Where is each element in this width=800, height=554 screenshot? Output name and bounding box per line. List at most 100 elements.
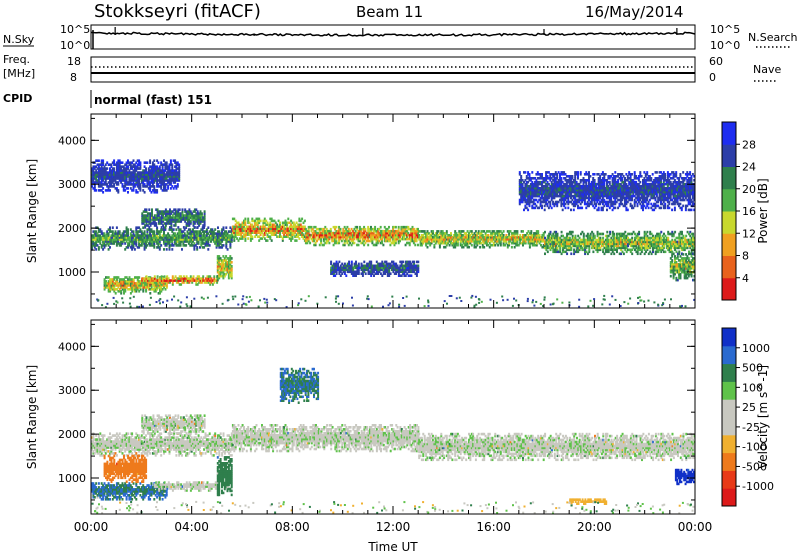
echo-cell <box>169 236 172 239</box>
echo-cell <box>104 173 107 176</box>
echo-cell <box>217 238 219 241</box>
echo-cell <box>141 279 144 282</box>
echo-cell <box>163 179 165 182</box>
echo-cell <box>522 230 524 233</box>
echo-cell <box>176 240 179 243</box>
echo-cell <box>679 242 682 246</box>
echo-cell <box>103 244 106 247</box>
echo-cell <box>97 175 100 178</box>
echo-cell <box>176 244 179 247</box>
echo-cell <box>154 173 157 176</box>
echo-cell <box>346 264 349 268</box>
echo-cell <box>461 236 464 239</box>
echo-cell <box>444 232 447 235</box>
echo-cell <box>389 243 392 247</box>
echo-cell <box>304 237 307 241</box>
echo-cell <box>681 242 683 246</box>
echo-cell <box>638 238 641 242</box>
echo-cell <box>492 236 495 239</box>
echo-cell <box>618 240 621 244</box>
echo-cell <box>237 231 240 234</box>
echo-cell <box>575 248 578 252</box>
echo-cell <box>392 233 395 237</box>
echo-cell <box>262 223 265 227</box>
echo-cell <box>153 286 156 289</box>
echo-cell <box>187 279 189 282</box>
echo-cell <box>240 233 243 236</box>
echo-cell <box>173 220 176 223</box>
echo-cell <box>502 241 505 245</box>
echo-cell <box>147 238 150 241</box>
echo-cell <box>165 175 168 178</box>
echo-cell <box>153 220 156 223</box>
echo-cell <box>611 242 614 246</box>
echo-cell <box>118 234 121 237</box>
echo-cell <box>408 241 411 245</box>
echo-cell <box>178 240 181 243</box>
echo-cell <box>192 279 195 282</box>
echo-cell <box>307 227 310 231</box>
echo-cell <box>585 238 588 242</box>
echo-cell <box>161 177 164 180</box>
echo-cell <box>156 185 159 188</box>
echo-cell <box>689 240 692 244</box>
echo-cell <box>276 223 279 227</box>
echo-cell <box>381 231 383 235</box>
echo-cell <box>276 227 279 231</box>
echo-cell <box>317 231 320 235</box>
echo-cell <box>100 171 103 174</box>
echo-cell <box>365 235 368 239</box>
echo-cell <box>256 235 259 238</box>
echo-cell <box>169 177 172 180</box>
echo-cell <box>560 238 563 242</box>
echo-cell <box>142 226 145 229</box>
echo-cell <box>91 242 93 245</box>
echo-cell <box>154 286 157 289</box>
echo-cell <box>118 236 121 239</box>
echo-cell <box>327 229 330 233</box>
echo-cell <box>124 173 127 176</box>
echo-cell <box>177 277 180 280</box>
echo-cell <box>611 230 614 234</box>
echo-cell <box>444 240 447 243</box>
echo-cell <box>153 236 156 239</box>
echo-cell <box>502 236 505 239</box>
echo-cell <box>233 233 236 236</box>
echo-cell <box>247 237 250 240</box>
echo-cell <box>390 231 393 235</box>
echo-cell <box>103 234 106 237</box>
echo-cell <box>230 274 233 278</box>
echo-cell <box>168 167 171 170</box>
echo-cell <box>168 173 171 176</box>
echo-cell <box>622 246 625 250</box>
echo-cell <box>117 286 120 289</box>
echo-cell <box>197 230 200 233</box>
echo-cell <box>476 243 479 247</box>
echo-cell <box>150 185 153 188</box>
echo-cell <box>339 237 342 241</box>
echo-cell <box>198 224 201 227</box>
echo-cell <box>330 260 333 264</box>
echo-cell <box>396 268 399 272</box>
echo-cell <box>146 220 149 223</box>
echo-cell <box>291 231 294 234</box>
echo-cell <box>124 177 127 180</box>
echo-cell <box>222 228 225 231</box>
echo-cell <box>174 275 177 278</box>
echo-cell <box>145 208 148 211</box>
echo-cell <box>290 231 293 234</box>
echo-cell <box>361 268 364 272</box>
echo-cell <box>225 268 228 272</box>
echo-cell <box>306 229 309 233</box>
echo-cell <box>492 238 495 241</box>
echo-cell <box>649 230 652 234</box>
echo-cell <box>363 233 366 237</box>
echo-cell <box>150 284 153 287</box>
echo-cell <box>287 229 290 232</box>
echo-cell <box>248 221 251 225</box>
echo-cell <box>159 284 161 287</box>
echo-cell <box>189 244 192 247</box>
echo-cell <box>372 227 375 231</box>
echo-cell <box>356 268 359 272</box>
echo-cell <box>690 250 693 254</box>
